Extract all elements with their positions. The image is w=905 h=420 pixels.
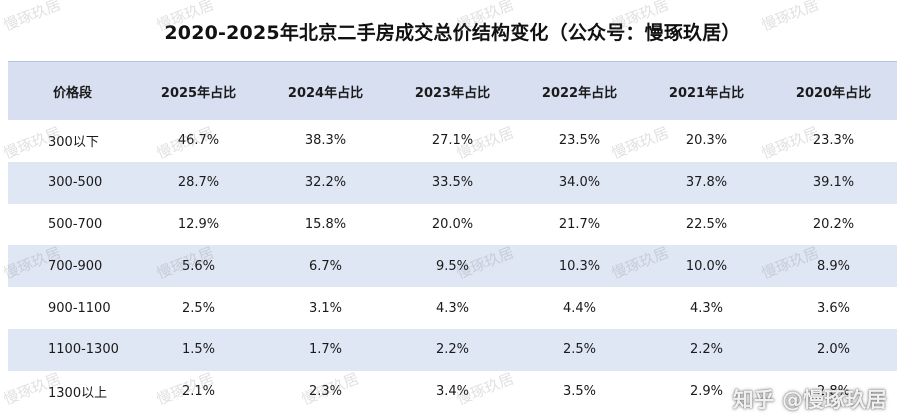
table-cell: 23.5% xyxy=(558,133,601,149)
row-label: 300以下 xyxy=(48,135,99,151)
table-cell: 15.8% xyxy=(304,216,347,232)
table-cell: 5.6% xyxy=(181,258,216,274)
price-structure-table: 价格段 2025年占比 2024年占比 2023年占比 2022年占比 2021… xyxy=(8,62,897,413)
top-rule xyxy=(8,61,897,63)
table-cell: 12.9% xyxy=(177,216,220,232)
table-cell: 6.7% xyxy=(308,258,343,274)
header-2024: 2024年占比 xyxy=(287,85,364,101)
table-cell: 10.3% xyxy=(558,258,601,274)
header-2023: 2023年占比 xyxy=(414,85,491,101)
table-cell: 2.8% xyxy=(816,384,851,400)
table-cell: 38.3% xyxy=(304,133,347,149)
table-cell: 33.5% xyxy=(431,175,474,191)
row-label: 700-900 xyxy=(48,258,103,274)
table-cell: 4.3% xyxy=(689,300,724,316)
table-cell: 1.5% xyxy=(181,342,216,358)
table-cell: 20.2% xyxy=(812,216,855,232)
header-2021: 2021年占比 xyxy=(668,85,745,101)
table-cell: 3.5% xyxy=(562,384,597,400)
table-row: 700-900 5.6% 6.7% 9.5% 10.3% 10.0% 8.9% xyxy=(8,245,897,288)
table-cell: 46.7% xyxy=(177,133,220,149)
table-header-row: 价格段 2025年占比 2024年占比 2023年占比 2022年占比 2021… xyxy=(8,62,897,120)
zhihu-watermark: 知乎 @慢琢玖居 xyxy=(732,388,887,412)
row-label: 500-700 xyxy=(48,216,103,232)
header-price-range: 价格段 xyxy=(53,85,93,101)
table-cell: 27.1% xyxy=(431,133,474,149)
table-cell: 21.7% xyxy=(558,216,601,232)
table-cell: 4.3% xyxy=(435,300,470,316)
table-cell: 2.2% xyxy=(689,342,724,358)
table-cell: 2.0% xyxy=(816,342,851,358)
header-2025: 2025年占比 xyxy=(160,85,237,101)
table-cell: 1.7% xyxy=(308,342,343,358)
table-cell: 2.1% xyxy=(181,384,216,400)
table-cell: 3.6% xyxy=(816,300,851,316)
table-cell: 39.1% xyxy=(812,175,855,191)
table-row: 900-1100 2.5% 3.1% 4.3% 4.4% 4.3% 3.6% xyxy=(8,287,897,329)
row-label: 300-500 xyxy=(48,175,103,191)
header-2022: 2022年占比 xyxy=(541,85,618,101)
table-cell: 37.8% xyxy=(685,175,728,191)
row-label: 1300以上 xyxy=(48,386,108,402)
table-row: 1300以上 2.1% 2.3% 3.4% 3.5% 2.9% 2.8% xyxy=(8,370,897,413)
table-row: 300-500 28.7% 32.2% 33.5% 34.0% 37.8% 39… xyxy=(8,161,897,204)
table-cell: 32.2% xyxy=(304,175,347,191)
table-title: 2020-2025年北京二手房成交总价结构变化（公众号：慢琢玖居） xyxy=(164,22,741,44)
table-row: 1100-1300 1.5% 1.7% 2.2% 2.5% 2.2% 2.0% xyxy=(8,328,897,371)
table-row: 300以下 46.7% 38.3% 27.1% 23.5% 20.3% 23.3… xyxy=(8,120,897,162)
table-cell: 2.9% xyxy=(689,384,724,400)
table-cell: 8.9% xyxy=(816,258,851,274)
table-cell: 2.5% xyxy=(562,342,597,358)
row-label: 1100-1300 xyxy=(48,342,119,358)
header-2020: 2020年占比 xyxy=(795,85,872,101)
table-cell: 2.3% xyxy=(308,384,343,400)
table-cell: 20.3% xyxy=(685,133,728,149)
table-cell: 2.5% xyxy=(181,300,216,316)
table-cell: 34.0% xyxy=(558,175,601,191)
table-cell: 22.5% xyxy=(685,216,728,232)
table-cell: 9.5% xyxy=(435,258,470,274)
table-cell: 3.1% xyxy=(308,300,343,316)
table-cell: 4.4% xyxy=(562,300,597,316)
table-cell: 10.0% xyxy=(685,258,728,274)
table-cell: 20.0% xyxy=(431,216,474,232)
table-cell: 2.2% xyxy=(435,342,470,358)
table-row: 500-700 12.9% 15.8% 20.0% 21.7% 22.5% 20… xyxy=(8,203,897,246)
row-label: 900-1100 xyxy=(48,300,111,316)
table-cell: 3.4% xyxy=(435,384,470,400)
table-cell: 28.7% xyxy=(177,175,220,191)
table-cell: 23.3% xyxy=(812,133,855,149)
